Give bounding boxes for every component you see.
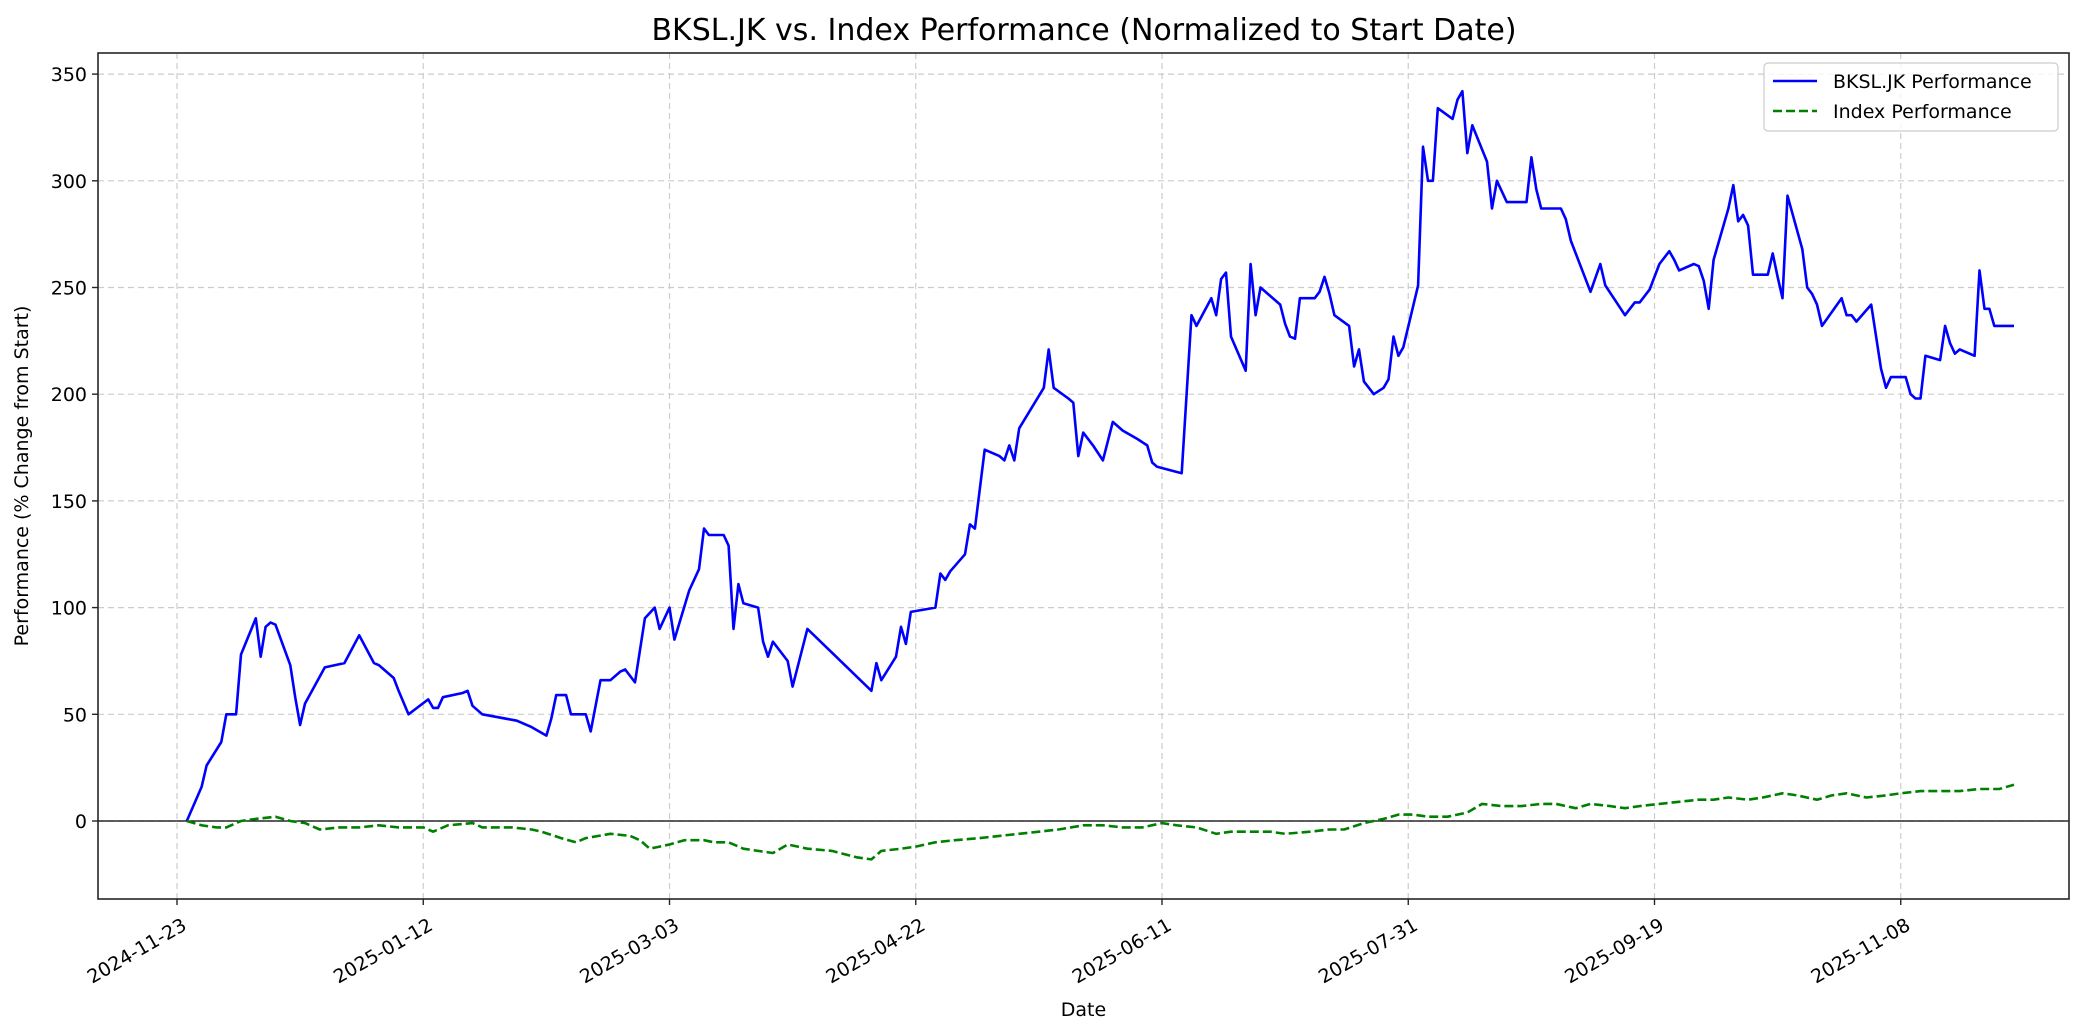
plot-area-frame [97, 52, 2070, 900]
y-tick-label: 350 [51, 64, 87, 86]
y-tick-label: 100 [51, 598, 87, 620]
legend-box [1763, 62, 2059, 132]
index-performance-line [186, 783, 2015, 861]
y-tick-label: 300 [51, 171, 87, 193]
legend: BKSL.JK Performance Index Performance [1763, 62, 2059, 132]
y-tick-label: 250 [51, 278, 87, 300]
chart-title: BKSL.JK vs. Index Performance (Normalize… [651, 13, 1516, 48]
y-tick-label: 0 [75, 811, 87, 833]
y-tick-label: 50 [63, 704, 87, 726]
legend-label-index: Index Performance [1833, 101, 2012, 123]
grid-lines [98, 53, 2069, 899]
y-tick-label: 150 [51, 491, 87, 513]
series-layer [185, 89, 2015, 861]
y-axis-label: Performance (% Change from Start) [11, 306, 33, 647]
y-tick-label: 200 [51, 384, 87, 406]
stock-performance-line [185, 89, 2014, 822]
legend-label-stock: BKSL.JK Performance [1833, 71, 2032, 93]
x-axis-label: Date [1061, 999, 1106, 1021]
